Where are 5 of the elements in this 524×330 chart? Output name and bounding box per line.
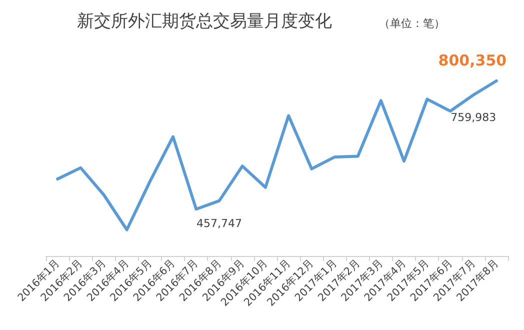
- chart-subtitle: （单位：笔）: [379, 17, 445, 30]
- data-label: 457,747: [196, 216, 242, 230]
- data-label: 759,983: [450, 111, 496, 124]
- chart-title: 新交所外汇期货总交易量月度变化: [77, 12, 332, 32]
- data-label: 800,350: [438, 51, 507, 70]
